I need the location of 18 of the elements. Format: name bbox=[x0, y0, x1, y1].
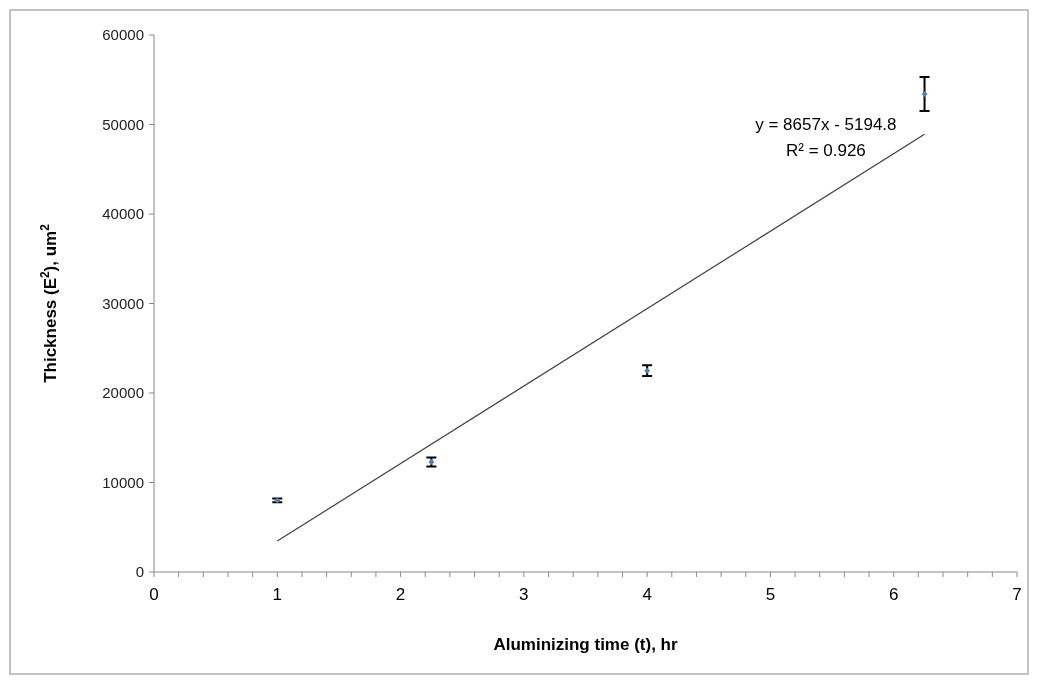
x-tick-label: 2 bbox=[395, 585, 406, 604]
x-tick-label: 0 bbox=[149, 585, 159, 604]
annotation: R² = 0.926 bbox=[785, 141, 866, 160]
x-tick-label: 5 bbox=[765, 585, 776, 604]
y-tick-label: 60000 bbox=[102, 26, 144, 44]
y-tick-label: 40000 bbox=[102, 205, 144, 223]
x-tick-label: 3 bbox=[519, 585, 529, 604]
y-tick-label: 10000 bbox=[102, 473, 144, 491]
y-tick-label: 20000 bbox=[102, 384, 144, 402]
y-tick-label: 50000 bbox=[102, 115, 144, 133]
x-tick-label: 4 bbox=[642, 585, 652, 604]
y-tick-label: 0 bbox=[135, 563, 144, 581]
x-tick-label: 7 bbox=[1012, 585, 1022, 604]
annotation: y = 8657x - 5194.8 bbox=[755, 115, 897, 134]
x-tick-label: 6 bbox=[888, 585, 899, 604]
x-axis-title: Aluminizing time (t), hr bbox=[493, 635, 678, 654]
x-tick-label: 1 bbox=[272, 585, 283, 604]
y-tick-label: 30000 bbox=[102, 294, 144, 312]
